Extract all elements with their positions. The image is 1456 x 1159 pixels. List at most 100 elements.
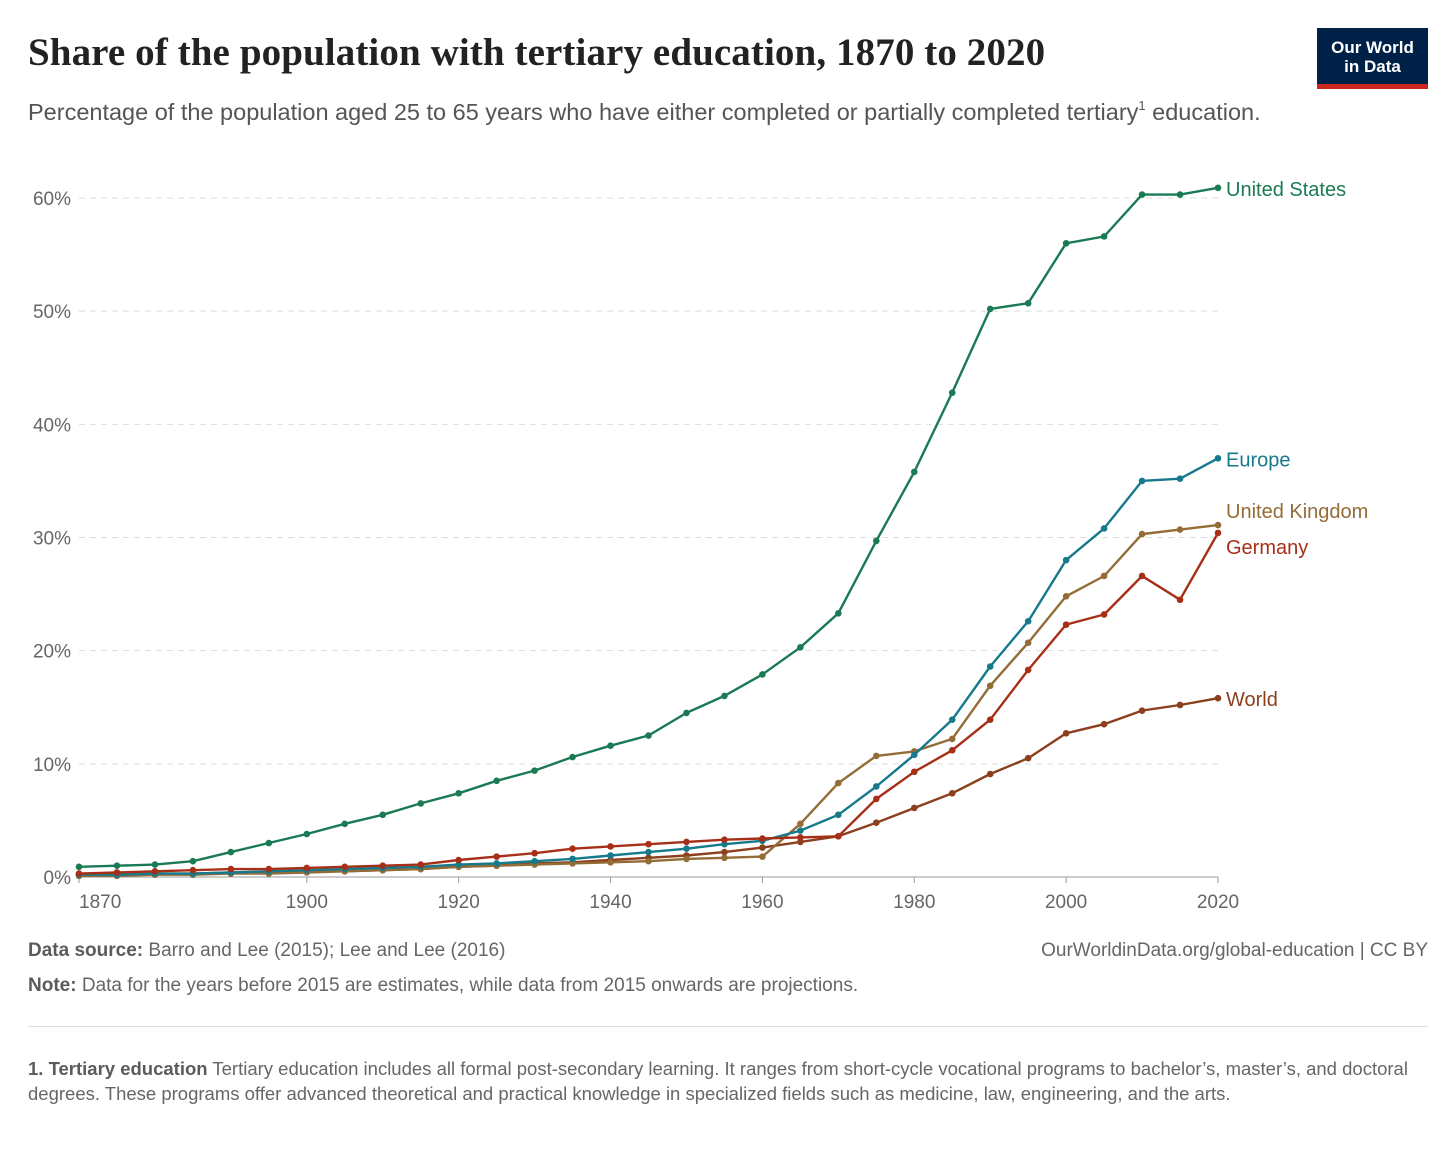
data-point-world[interactable] <box>1100 720 1108 728</box>
series-label-united-states[interactable]: United States <box>1226 179 1346 201</box>
data-point-united-states[interactable] <box>493 777 500 785</box>
data-point-united-states[interactable] <box>1214 184 1222 192</box>
data-point-united-kingdom[interactable] <box>645 857 652 865</box>
data-point-united-states[interactable] <box>341 820 349 828</box>
data-point-united-states[interactable] <box>1024 299 1032 307</box>
data-point-united-states[interactable] <box>417 800 425 807</box>
data-point-united-states[interactable] <box>531 767 538 774</box>
data-point-united-states[interactable] <box>379 811 387 819</box>
data-point-germany[interactable] <box>1176 596 1184 604</box>
data-point-united-kingdom[interactable] <box>1214 521 1222 529</box>
data-point-united-states[interactable] <box>986 305 994 313</box>
series-label-world[interactable]: World <box>1226 689 1278 711</box>
data-point-europe[interactable] <box>1138 477 1146 485</box>
series-label-united-kingdom[interactable]: United Kingdom <box>1226 501 1368 523</box>
data-point-world[interactable] <box>986 770 994 778</box>
owid-logo[interactable]: Our World in Data <box>1317 28 1428 89</box>
data-point-germany[interactable] <box>189 866 197 874</box>
data-point-world[interactable] <box>1024 754 1032 762</box>
data-point-germany[interactable] <box>379 862 387 869</box>
data-point-united-states[interactable] <box>683 709 690 717</box>
data-point-united-states[interactable] <box>189 857 197 865</box>
series-line-united-states[interactable] <box>78 186 1219 868</box>
data-point-europe[interactable] <box>645 848 652 856</box>
data-point-germany[interactable] <box>303 864 311 872</box>
data-point-europe[interactable] <box>683 845 690 853</box>
data-point-europe[interactable] <box>455 861 462 868</box>
data-point-united-states[interactable] <box>835 610 842 617</box>
data-point-germany[interactable] <box>1062 621 1070 628</box>
data-point-germany[interactable] <box>265 865 273 873</box>
data-point-germany[interactable] <box>948 746 956 754</box>
data-point-world[interactable] <box>721 848 728 856</box>
data-point-germany[interactable] <box>607 843 614 850</box>
data-point-germany[interactable] <box>1024 666 1032 674</box>
data-point-europe[interactable] <box>948 716 956 723</box>
data-point-germany[interactable] <box>75 870 83 877</box>
data-point-united-states[interactable] <box>873 537 880 545</box>
data-point-united-states[interactable] <box>113 862 121 869</box>
data-point-world[interactable] <box>797 838 804 846</box>
data-point-united-states[interactable] <box>455 789 462 797</box>
data-point-world[interactable] <box>1062 729 1070 737</box>
data-point-germany[interactable] <box>151 868 159 875</box>
data-point-europe[interactable] <box>797 827 804 834</box>
data-point-united-kingdom[interactable] <box>721 854 728 862</box>
data-point-germany[interactable] <box>683 838 690 846</box>
series-line-germany[interactable] <box>78 532 1220 875</box>
data-point-united-kingdom[interactable] <box>835 779 842 787</box>
data-point-united-kingdom[interactable] <box>1138 530 1146 538</box>
data-point-germany[interactable] <box>1214 529 1222 537</box>
data-point-europe[interactable] <box>569 855 576 863</box>
data-point-world[interactable] <box>1138 707 1146 714</box>
data-point-europe[interactable] <box>1062 556 1070 564</box>
data-point-united-states[interactable] <box>75 863 83 871</box>
series-label-europe[interactable]: Europe <box>1226 449 1291 471</box>
data-point-europe[interactable] <box>607 852 614 859</box>
data-point-germany[interactable] <box>721 836 728 843</box>
data-point-germany[interactable] <box>113 869 121 876</box>
data-point-united-kingdom[interactable] <box>683 855 690 863</box>
data-point-germany[interactable] <box>531 849 538 857</box>
series-line-europe[interactable] <box>79 457 1219 876</box>
series-label-germany[interactable]: Germany <box>1226 537 1308 559</box>
data-point-germany[interactable] <box>759 835 766 842</box>
data-point-germany[interactable] <box>986 716 994 723</box>
data-point-europe[interactable] <box>910 751 918 759</box>
data-point-europe[interactable] <box>873 783 880 790</box>
data-point-united-states[interactable] <box>910 468 918 476</box>
data-point-united-states[interactable] <box>797 643 804 651</box>
data-point-united-kingdom[interactable] <box>1100 572 1108 580</box>
data-point-united-kingdom[interactable] <box>873 752 880 760</box>
data-point-world[interactable] <box>1176 701 1184 709</box>
data-point-united-states[interactable] <box>151 861 159 868</box>
data-point-united-states[interactable] <box>1100 233 1108 240</box>
data-point-world[interactable] <box>1214 694 1222 702</box>
series-line-united-kingdom[interactable] <box>79 523 1219 878</box>
data-point-united-states[interactable] <box>227 848 235 856</box>
data-point-germany[interactable] <box>455 856 462 864</box>
data-point-europe[interactable] <box>1214 454 1222 462</box>
data-point-united-states[interactable] <box>948 389 956 396</box>
data-point-world[interactable] <box>948 789 956 797</box>
source-url[interactable]: OurWorldinData.org/global-education | CC… <box>1041 940 1428 961</box>
data-point-germany[interactable] <box>873 795 880 803</box>
data-point-united-kingdom[interactable] <box>759 853 766 860</box>
data-point-united-states[interactable] <box>1062 239 1070 247</box>
data-point-united-kingdom[interactable] <box>797 820 804 828</box>
data-point-europe[interactable] <box>1176 475 1184 482</box>
data-point-germany[interactable] <box>645 840 652 848</box>
data-point-europe[interactable] <box>1100 525 1108 532</box>
data-point-united-kingdom[interactable] <box>1024 639 1032 647</box>
data-point-united-kingdom[interactable] <box>1062 593 1070 600</box>
data-point-united-states[interactable] <box>607 742 614 750</box>
data-point-united-states[interactable] <box>569 753 576 761</box>
data-point-united-states[interactable] <box>721 692 728 700</box>
data-point-united-kingdom[interactable] <box>1176 526 1184 533</box>
data-point-united-states[interactable] <box>645 732 652 739</box>
data-point-europe[interactable] <box>493 860 500 867</box>
data-point-europe[interactable] <box>1024 617 1032 625</box>
data-point-germany[interactable] <box>910 768 918 776</box>
data-point-united-kingdom[interactable] <box>607 858 614 866</box>
data-point-europe[interactable] <box>835 811 842 819</box>
